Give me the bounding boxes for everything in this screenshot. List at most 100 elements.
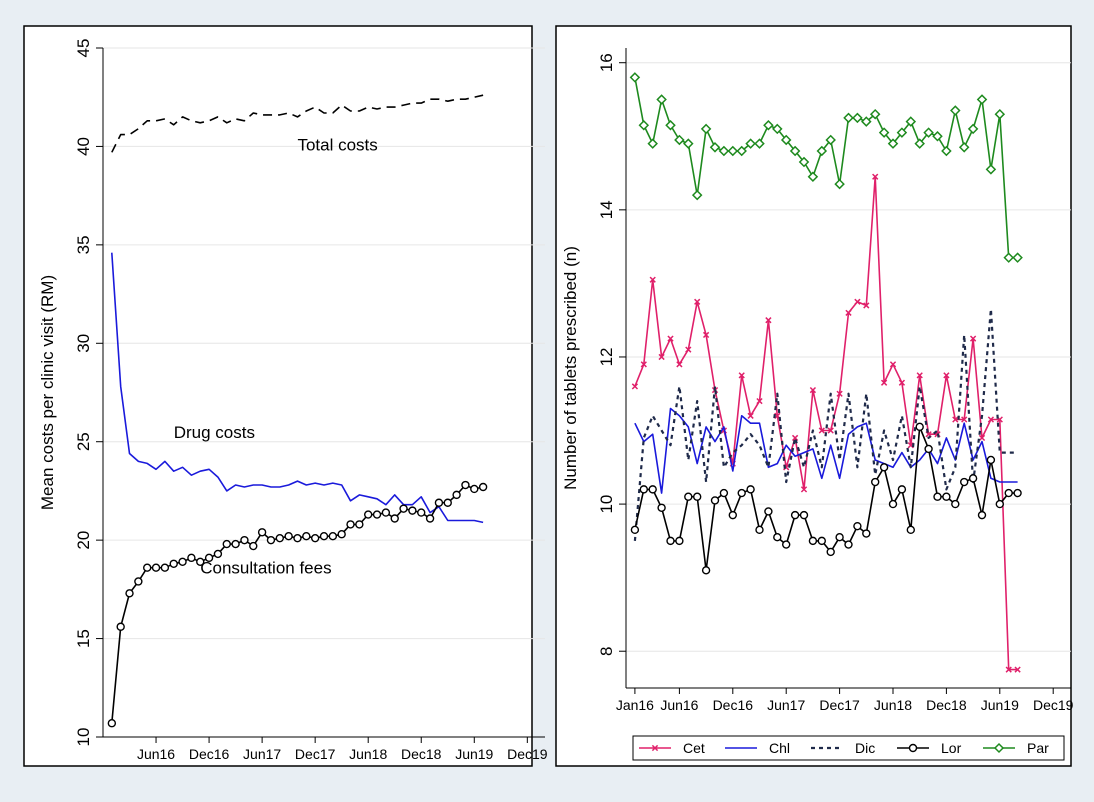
legend-label-cet: Cet	[683, 740, 705, 756]
point-lor	[719, 488, 729, 498]
point-par	[798, 156, 810, 168]
point-cet	[809, 386, 817, 394]
point-cet	[845, 309, 852, 316]
point-par	[985, 164, 997, 175]
point-cet	[694, 298, 701, 305]
point-lor	[684, 492, 693, 501]
x-tick-label: Jun19	[981, 697, 1019, 713]
point-consult	[417, 508, 426, 517]
point-lor	[817, 536, 826, 546]
series-line-chl	[634, 407, 1018, 494]
x-tick-label: Jun16	[660, 697, 698, 713]
point-cet	[827, 427, 834, 434]
costs-panel: 10 15 20 25 30 35 40 45 Jun16 Dec16 Jun17 Dec17 Jun1…	[23, 25, 548, 767]
point-par	[656, 94, 667, 105]
point-consult	[284, 532, 293, 541]
point-lor	[826, 547, 835, 557]
legend-marker-cet	[651, 744, 659, 752]
point-lor	[977, 510, 987, 520]
point-par	[736, 145, 747, 157]
point-consult	[249, 541, 258, 551]
point-par	[763, 119, 774, 131]
point-cet	[916, 372, 923, 379]
point-lor	[915, 422, 924, 432]
point-consult	[107, 719, 117, 728]
point-lor	[879, 463, 889, 472]
point-consult	[302, 532, 311, 541]
point-par	[976, 94, 988, 105]
point-par	[1012, 252, 1023, 263]
point-consult	[257, 528, 267, 537]
point-consult	[160, 563, 170, 572]
point-consult	[328, 532, 338, 541]
point-cet	[969, 335, 977, 342]
point-lor	[986, 455, 996, 465]
x-tick-label: Dec19	[1033, 697, 1074, 713]
point-consult	[399, 504, 408, 513]
point-par	[691, 189, 703, 201]
point-par	[718, 145, 730, 157]
point-lor	[924, 444, 933, 454]
point-lor	[995, 499, 1004, 509]
x-tick-label: Jun18	[874, 697, 912, 713]
tablets-panel: 8 10 12 14 16 Jan16 Jun16 Dec16 Jun17 Dec17 Jun18 D…	[555, 25, 1074, 767]
point-consult	[364, 510, 373, 519]
point-consult	[434, 498, 444, 507]
point-cet	[765, 317, 772, 324]
point-consult	[169, 559, 178, 568]
point-lor	[960, 477, 969, 487]
point-lor	[675, 536, 684, 546]
point-lor	[693, 492, 702, 501]
x-tick-label: Jun16	[137, 746, 175, 762]
x-tick-label: Dec18	[401, 746, 442, 762]
point-lor	[888, 499, 898, 509]
y-tick-label: 45	[74, 39, 93, 58]
point-consult	[196, 557, 205, 566]
point-lor	[835, 532, 844, 542]
x-tick-label: Dec16	[189, 746, 230, 762]
point-lor	[808, 536, 818, 546]
point-par	[852, 112, 863, 124]
point-par	[772, 123, 783, 135]
y-axis-label: Mean costs per clinic visit (RM)	[38, 275, 57, 510]
point-consult	[425, 514, 435, 523]
point-consult	[408, 506, 417, 515]
point-lor	[701, 566, 711, 575]
x-tick-label: Jun18	[349, 746, 387, 762]
point-cet	[952, 416, 959, 423]
point-par	[941, 145, 952, 157]
y-tick-label: 40	[74, 137, 93, 156]
y-tick-label: 14	[597, 200, 616, 219]
point-par	[843, 112, 854, 124]
point-par	[950, 105, 961, 116]
legend-label-par: Par	[1027, 740, 1049, 756]
x-tick-label: Dec16	[713, 697, 754, 713]
legend-label-dic: Dic	[855, 740, 875, 756]
point-par	[700, 123, 712, 135]
point-cet	[898, 379, 906, 386]
legend-label-chl: Chl	[769, 740, 790, 756]
annotation-label: Total costs	[297, 135, 377, 154]
point-par	[727, 145, 739, 157]
point-cet	[747, 412, 754, 419]
point-cet	[685, 346, 692, 353]
y-tick-label: 16	[597, 53, 616, 72]
point-cet	[800, 486, 808, 493]
point-cet	[880, 379, 888, 386]
point-cet	[649, 276, 656, 283]
point-consult	[142, 563, 152, 572]
point-cet	[702, 331, 710, 339]
point-cet	[854, 298, 861, 305]
point-par	[647, 138, 658, 149]
point-lor	[710, 496, 720, 505]
point-par	[789, 145, 801, 157]
point-consult	[372, 510, 382, 519]
point-par	[825, 134, 836, 146]
point-lor	[799, 510, 809, 520]
x-tick-label: Jan16	[616, 697, 654, 713]
series-line-par	[634, 77, 1018, 259]
point-consult	[125, 589, 134, 598]
x-tick-label: Dec17	[819, 697, 860, 713]
point-par	[1003, 252, 1014, 263]
legend-label-lor: Lor	[941, 740, 962, 756]
